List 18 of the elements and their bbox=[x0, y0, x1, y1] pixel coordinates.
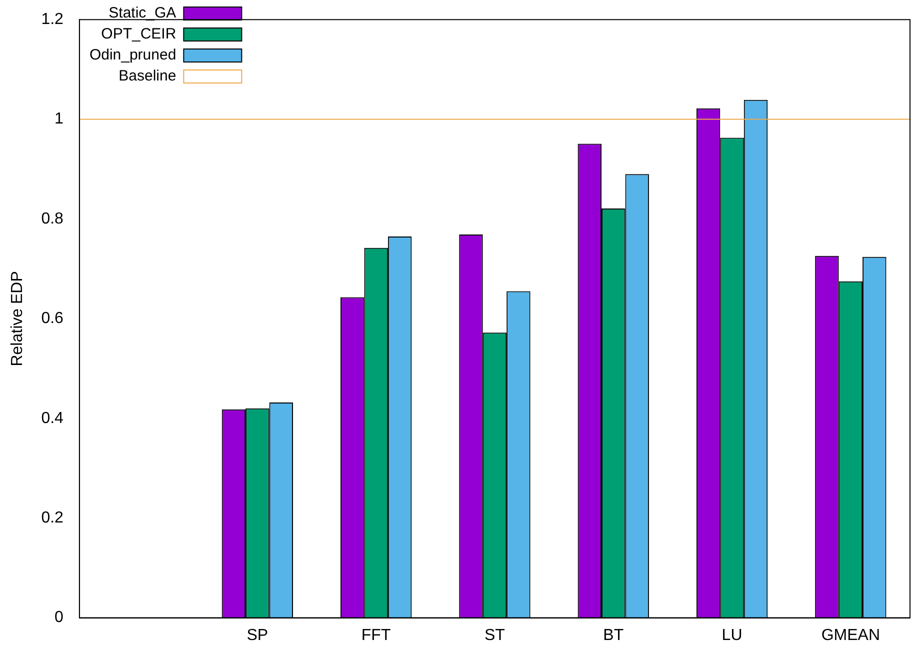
legend-label: Odin_pruned bbox=[89, 46, 176, 64]
y-tick-label: 0.4 bbox=[41, 410, 64, 427]
x-tick-label: FFT bbox=[361, 626, 391, 644]
y-tick-label: 1 bbox=[54, 110, 64, 128]
x-tick-label: BT bbox=[603, 626, 624, 644]
x-tick-label: ST bbox=[484, 626, 506, 644]
legend-label: Baseline bbox=[118, 68, 176, 85]
x-tick-label: GMEAN bbox=[821, 626, 880, 644]
x-tick-label: SP bbox=[246, 626, 268, 644]
y-tick-label: 0.6 bbox=[41, 310, 64, 328]
y-tick-label: 0.2 bbox=[41, 510, 64, 527]
legend-label: OPT_CEIR bbox=[101, 26, 176, 43]
legend-label: Static_GA bbox=[108, 4, 176, 22]
y-tick-label: 0.8 bbox=[41, 210, 64, 228]
x-tick-label: LU bbox=[722, 626, 742, 644]
y-tick-label: 0 bbox=[54, 609, 64, 626]
y-tick-label: 1.2 bbox=[41, 11, 64, 28]
y-axis-title: Relative EDP bbox=[9, 271, 26, 366]
